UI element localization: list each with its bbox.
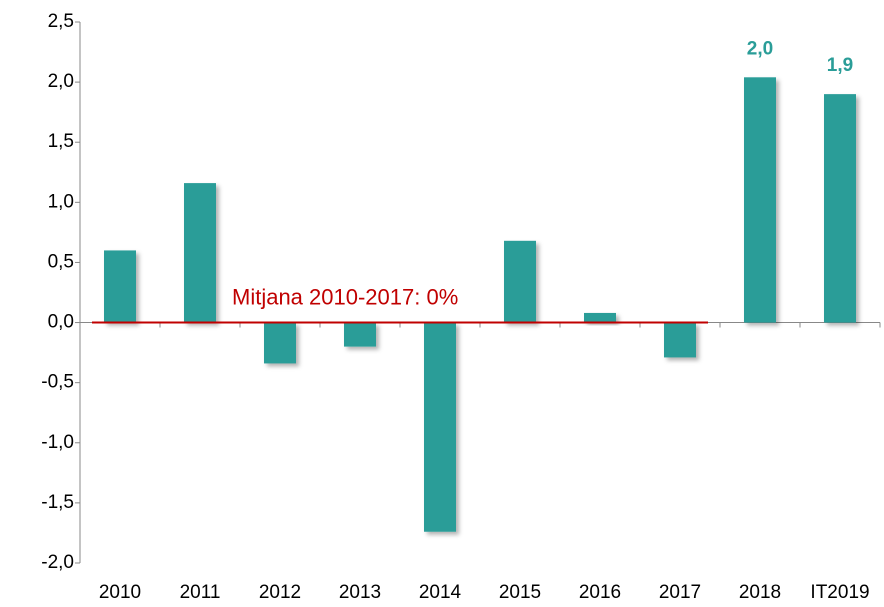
bar (824, 94, 856, 323)
y-tick-label: -2,0 (41, 552, 74, 573)
x-tick-label: 2016 (579, 582, 621, 603)
y-tick-label: 2,0 (48, 71, 74, 92)
data-label: 1,9 (827, 55, 853, 76)
y-tick-label: 2,5 (48, 11, 74, 32)
bar (504, 240, 536, 323)
x-tick-label: 2014 (419, 582, 462, 603)
x-tick-label: 2015 (499, 582, 541, 603)
y-tick-label: -1,5 (41, 492, 74, 513)
y-tick-label: 0,0 (48, 312, 74, 333)
bar (344, 322, 376, 347)
y-tick-label: -1,0 (41, 432, 74, 453)
bar (664, 322, 696, 358)
x-tick-label: 2018 (739, 582, 781, 603)
x-tick-label: 2017 (659, 582, 701, 603)
y-tick-label: -0,5 (41, 372, 74, 393)
bar (744, 77, 776, 323)
bar (584, 312, 616, 323)
y-tick-label: 1,0 (48, 191, 74, 212)
x-tick-label: 2012 (259, 582, 301, 603)
data-label: 2,0 (747, 38, 773, 59)
y-tick-label: 0,5 (48, 251, 74, 272)
annotation: Mitjana 2010-2017: 0% (232, 284, 458, 309)
bar (264, 322, 296, 364)
x-tick-label: IT2019 (810, 582, 869, 603)
bar (104, 250, 136, 323)
bar (424, 322, 456, 532)
bar (184, 183, 216, 323)
y-tick-label: 1,5 (48, 131, 74, 152)
x-tick-label: 2013 (339, 582, 381, 603)
x-tick-label: 2011 (180, 582, 221, 603)
x-tick-label: 2010 (99, 582, 141, 603)
